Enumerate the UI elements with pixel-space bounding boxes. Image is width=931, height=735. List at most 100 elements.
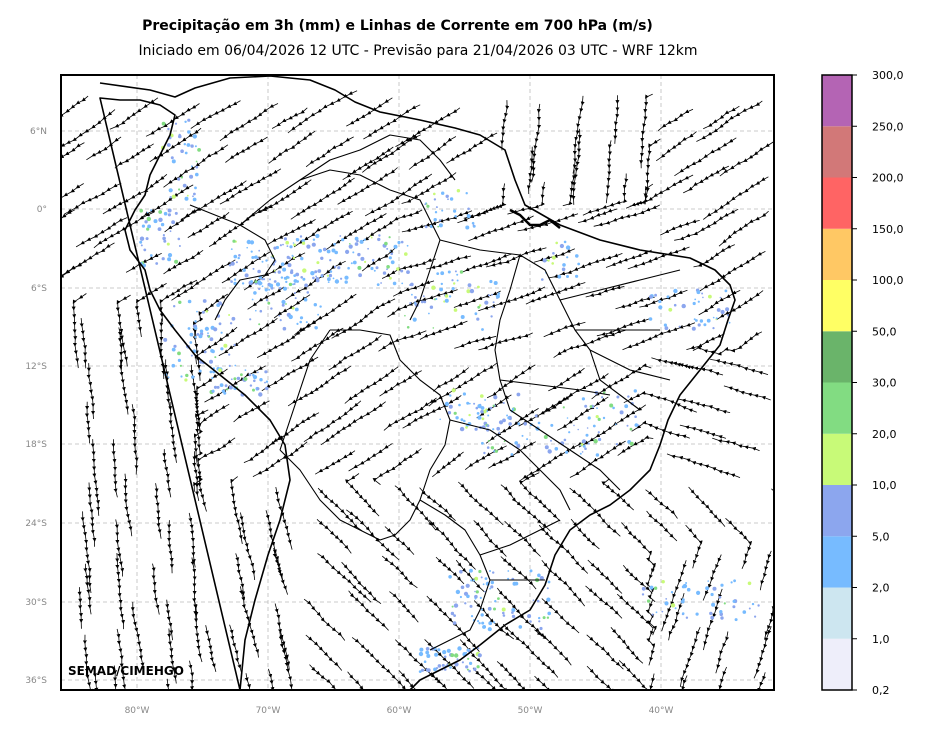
precip-cell [562,406,565,409]
colorbar-segment [822,485,852,537]
precip-cell [433,218,437,222]
precip-cell [265,386,269,391]
colorbar-segment [822,536,852,588]
precip-cell [453,603,459,608]
lon-label: 80°W [125,706,150,716]
precip-cell [453,209,457,213]
precip-cell [470,579,473,582]
precip-cell [329,259,332,262]
colorbar-segment [822,331,852,383]
streamline [534,675,577,690]
streamline [77,587,84,629]
precip-cell [281,299,286,305]
precip-cell [459,426,465,432]
precip-cell [331,248,336,253]
precip-cell [473,667,477,671]
precip-cell [306,291,310,294]
streamline [381,555,418,589]
precip-cell [455,589,461,595]
precip-cell [466,648,470,652]
precip-cell [538,620,541,623]
precip-cell [441,209,444,212]
precip-cell [203,350,207,354]
precip-cell [423,300,427,304]
precip-cell [493,395,498,400]
precip-cell [275,282,281,287]
precip-cell [223,343,228,348]
precip-cell [477,415,482,420]
streamline [346,509,400,561]
streamline [151,563,160,615]
streamline [188,512,196,568]
precip-cell [277,270,281,274]
precip-cell [315,275,317,278]
colorbar-segment [822,280,852,332]
precip-cell [478,622,481,625]
precip-cell [693,318,696,321]
precip-cell [597,431,600,434]
precip-cell [538,616,541,620]
precip-cell [491,306,494,309]
precip-cell [434,652,439,657]
colorbar-label: 200,0 [872,172,904,185]
precip-cell [692,301,696,306]
precip-cell [482,583,485,586]
precip-cell [178,300,182,304]
precip-cell [435,667,439,670]
precip-cell [322,247,327,252]
precip-cell [477,653,482,658]
precip-cell [194,320,197,323]
precip-cell [258,323,261,326]
precip-cell [497,292,501,295]
precip-cell [233,377,237,381]
precip-cell [248,373,252,377]
precip-cell [454,653,459,658]
precip-cell [339,235,342,237]
precip-cell [371,236,373,239]
precip-cell [444,401,450,407]
precip-cell [453,282,456,285]
streamline [139,184,194,220]
precip-cell [178,133,181,137]
precip-cell [220,331,223,334]
precip-cell [670,591,674,594]
precip-cell [626,424,629,427]
precip-cell [444,298,449,303]
precip-cell [529,569,533,573]
streamline [233,400,270,423]
precip-cell [431,285,436,290]
precip-cell [653,586,658,590]
precip-cell [418,670,422,673]
streamline [162,449,172,498]
precip-cell [492,404,495,407]
precip-cell [474,594,478,599]
precip-cell [619,410,624,415]
streamline [562,169,577,207]
streamline [655,131,697,162]
precip-cell [419,647,424,652]
precip-cell [302,277,306,281]
precip-cell [140,244,143,247]
precip-cell [406,270,410,274]
precip-cell [218,322,222,326]
precip-cell [598,437,602,442]
precip-cell [364,260,367,263]
streamline [759,550,772,591]
precip-cell [435,298,438,300]
precip-cell [465,651,468,654]
precip-cell [429,305,434,309]
precip-cell [493,607,496,611]
streamline [244,673,255,690]
precip-cell [195,172,199,177]
precip-cell [409,302,412,305]
precip-cell [253,291,257,295]
precip-cell [507,577,510,580]
precip-cell [432,327,435,329]
streamline [131,404,139,475]
precip-cell [710,615,715,620]
precip-cell [249,240,255,245]
precip-cell [691,326,696,331]
precip-cell [489,587,491,590]
map-subtitle: Iniciado em 06/04/2026 12 UTC - Previsão… [138,43,698,59]
precip-cell [547,580,551,584]
